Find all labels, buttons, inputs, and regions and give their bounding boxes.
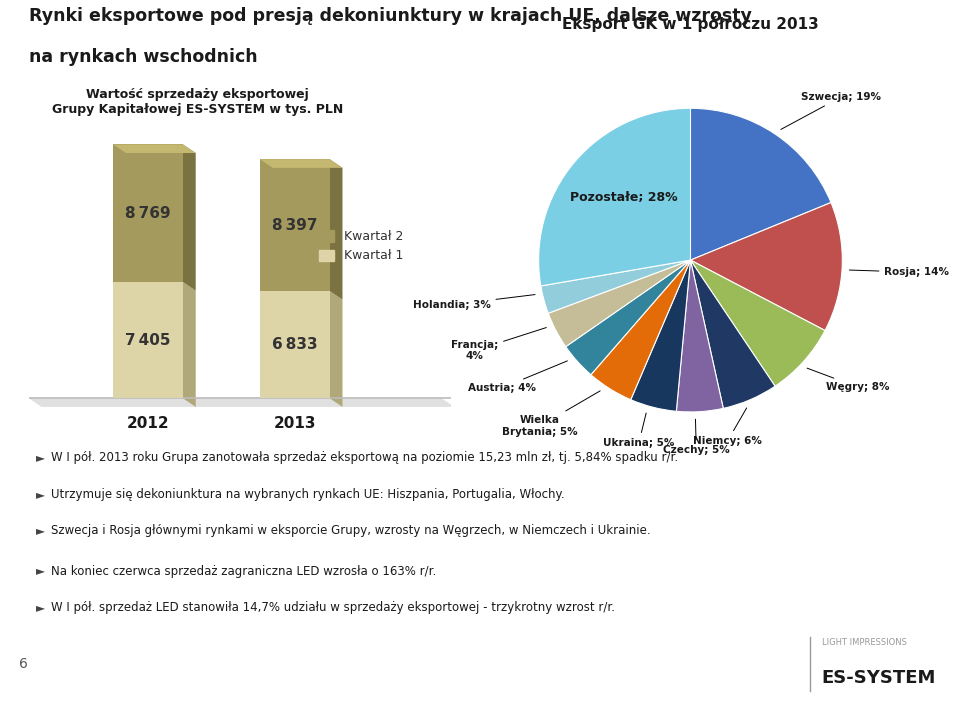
Text: Holandia; 3%: Holandia; 3% [412, 295, 535, 310]
Text: ►: ► [36, 601, 45, 614]
Text: W I pół. 2013 roku Grupa zanotowała sprzedaż eksportową na poziomie 15,23 mln zł: W I pół. 2013 roku Grupa zanotowała sprz… [52, 451, 678, 464]
Title: Eksport GK w 1 półroczu 2013: Eksport GK w 1 półroczu 2013 [562, 16, 819, 32]
Text: Austria; 4%: Austria; 4% [468, 361, 568, 393]
Wedge shape [690, 260, 825, 386]
Polygon shape [330, 291, 342, 407]
Legend: Kwartał 2, Kwartał 1: Kwartał 2, Kwartał 1 [314, 225, 408, 267]
Bar [260, 291, 330, 399]
Wedge shape [690, 108, 831, 260]
Polygon shape [330, 159, 342, 299]
Text: Wielka
Brytania; 5%: Wielka Brytania; 5% [503, 391, 600, 437]
Text: Wartość sprzedaży eksportowej
Grupy Kapitałowej ES-SYSTEM w tys. PLN: Wartość sprzedaży eksportowej Grupy Kapi… [52, 88, 343, 116]
Polygon shape [183, 282, 196, 407]
Text: Czechy; 5%: Czechy; 5% [663, 419, 730, 456]
Text: ►: ► [36, 565, 45, 578]
Text: ►: ► [36, 451, 45, 464]
Polygon shape [113, 144, 196, 153]
Wedge shape [591, 260, 690, 400]
Bar [260, 159, 330, 291]
Text: 2012: 2012 [127, 415, 170, 430]
Text: ►: ► [36, 488, 45, 501]
Text: 6 833: 6 833 [272, 337, 317, 352]
Text: Utrzymuje się dekoniunktura na wybranych rynkach UE: Hiszpania, Portugalia, Włoc: Utrzymuje się dekoniunktura na wybranych… [52, 488, 565, 501]
Text: 7 405: 7 405 [126, 333, 171, 348]
Text: Na koniec czerwca sprzedaż zagraniczna LED wzrosła o 163% r/r.: Na koniec czerwca sprzedaż zagraniczna L… [52, 565, 436, 578]
Text: 6: 6 [19, 657, 28, 671]
Wedge shape [549, 260, 690, 347]
Polygon shape [29, 399, 455, 407]
Text: Francja;
4%: Francja; 4% [451, 328, 547, 361]
Text: 8 769: 8 769 [126, 206, 171, 221]
Wedge shape [541, 260, 690, 314]
Text: 8 397: 8 397 [272, 218, 317, 233]
Polygon shape [183, 144, 196, 290]
Polygon shape [260, 159, 342, 168]
Text: W I pół. sprzedaż LED stanowiła 14,7% udziału w sprzedaży eksportowej - trzykrot: W I pół. sprzedaż LED stanowiła 14,7% ud… [52, 601, 616, 614]
Text: 2013: 2013 [273, 415, 316, 430]
Text: Szwecja; 19%: Szwecja; 19% [781, 92, 881, 129]
Text: Niemcy; 6%: Niemcy; 6% [693, 408, 762, 446]
Wedge shape [690, 260, 775, 408]
Text: Rynki eksportowe pod presją dekoniunktury w krajach UE, dalsze wzrosty: Rynki eksportowe pod presją dekoniunktur… [29, 7, 752, 25]
Text: ES-SYSTEM: ES-SYSTEM [822, 669, 936, 688]
Wedge shape [631, 260, 690, 411]
Wedge shape [676, 260, 723, 412]
Text: LIGHT IMPRESSIONS: LIGHT IMPRESSIONS [822, 638, 907, 647]
Text: Ukraina; 5%: Ukraina; 5% [603, 413, 674, 448]
Text: Pozostałe; 28%: Pozostałe; 28% [571, 191, 678, 205]
Text: Szwecja i Rosja głównymi rynkami w eksporcie Grupy, wzrosty na Węgrzech, w Niemc: Szwecja i Rosja głównymi rynkami w ekspo… [52, 524, 651, 537]
Text: Węgry; 8%: Węgry; 8% [807, 368, 889, 392]
Text: Rosja; 14%: Rosja; 14% [850, 267, 949, 277]
Wedge shape [690, 202, 842, 330]
Wedge shape [566, 260, 690, 375]
Bar [113, 144, 183, 282]
Bar [113, 282, 183, 399]
Text: na rynkach wschodnich: na rynkach wschodnich [29, 48, 257, 66]
Text: ►: ► [36, 524, 45, 537]
Wedge shape [539, 108, 690, 286]
